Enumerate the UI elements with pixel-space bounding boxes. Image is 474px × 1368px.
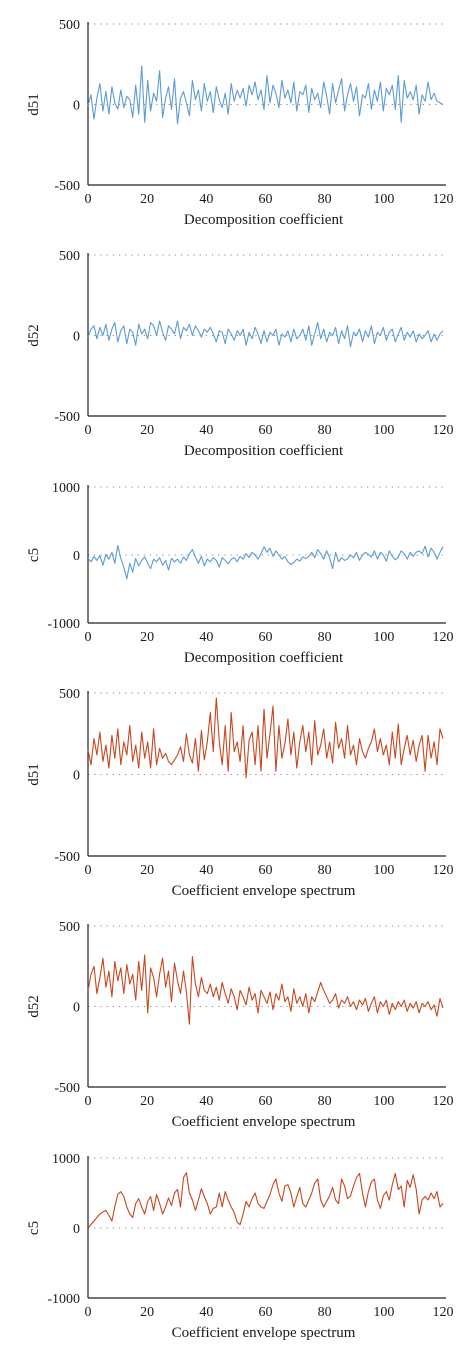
chart-panel-4: -500 0 500 0 20 40 60 80 100 120 d51 Coefficient en… xyxy=(26,687,454,899)
y-tick-label: -500 xyxy=(54,850,80,865)
y-tick-label: 1000 xyxy=(52,1152,80,1167)
y-tick-label: 0 xyxy=(73,769,80,784)
chart-panel-6: -1000 0 1000 0 20 40 60 80 100 120 c5 Coefficient e… xyxy=(26,1152,454,1341)
x-tick-label: 20 xyxy=(140,423,154,438)
x-axis-label: Decomposition coefficient xyxy=(184,650,344,666)
y-axis-label: c5 xyxy=(26,548,42,562)
x-tick-label: 80 xyxy=(318,1094,332,1109)
y-tick-label: 500 xyxy=(59,249,80,264)
x-tick-label: 120 xyxy=(433,630,454,645)
x-tick-label: 80 xyxy=(318,192,332,207)
x-axis-label: Coefficient envelope spectrum xyxy=(172,883,356,899)
x-tick-label: 20 xyxy=(140,192,154,207)
y-tick-label: 1000 xyxy=(52,481,80,496)
x-tick-label: 100 xyxy=(373,863,394,878)
x-tick-label: 20 xyxy=(140,630,154,645)
y-tick-label: 0 xyxy=(73,330,80,345)
x-tick-label: 20 xyxy=(140,1305,154,1320)
x-tick-label: 120 xyxy=(433,192,454,207)
series-line-1 xyxy=(87,320,444,348)
chart-panel-5: -500 0 500 0 20 40 60 80 100 120 d52 Coefficient en… xyxy=(26,920,454,1130)
y-tick-label: -1000 xyxy=(47,617,80,632)
x-tick-label: 0 xyxy=(85,863,92,878)
x-tick-label: 100 xyxy=(373,192,394,207)
x-tick-label: 0 xyxy=(85,192,92,207)
y-tick-label: 0 xyxy=(73,1001,80,1016)
y-axis-label: d51 xyxy=(26,763,42,786)
series-line-1 xyxy=(87,65,444,125)
x-tick-label: 40 xyxy=(199,863,213,878)
x-tick-label: 100 xyxy=(373,630,394,645)
x-tick-label: 60 xyxy=(259,423,273,438)
y-tick-label: 0 xyxy=(73,99,80,114)
x-tick-label: 60 xyxy=(259,1305,273,1320)
x-tick-label: 120 xyxy=(433,423,454,438)
x-axis-label: Coefficient envelope spectrum xyxy=(172,1325,356,1341)
x-tick-label: 60 xyxy=(259,192,273,207)
x-axis-label: Decomposition coefficient xyxy=(184,212,344,228)
x-tick-label: 120 xyxy=(433,863,454,878)
x-tick-label: 40 xyxy=(199,630,213,645)
x-tick-label: 0 xyxy=(85,423,92,438)
x-tick-label: 80 xyxy=(318,863,332,878)
chart-panel-2: -500 0 500 0 20 40 60 80 100 120 d52 Decomposition … xyxy=(26,249,454,459)
y-axis-label: d52 xyxy=(26,324,42,347)
y-tick-label: -500 xyxy=(54,1081,80,1096)
x-tick-label: 60 xyxy=(259,863,273,878)
y-tick-label: 500 xyxy=(59,18,80,33)
series-line-1 xyxy=(87,1172,444,1229)
series-line-1 xyxy=(87,697,444,779)
x-tick-label: 100 xyxy=(373,1094,394,1109)
x-tick-label: 0 xyxy=(85,1305,92,1320)
y-tick-label: -500 xyxy=(54,179,80,194)
y-tick-label: -500 xyxy=(54,410,80,425)
x-tick-label: 0 xyxy=(85,630,92,645)
x-tick-label: 80 xyxy=(318,1305,332,1320)
y-tick-label: 500 xyxy=(59,687,80,702)
x-tick-label: 60 xyxy=(259,1094,273,1109)
x-tick-label: 40 xyxy=(199,1305,213,1320)
x-tick-label: 80 xyxy=(318,630,332,645)
y-tick-label: 500 xyxy=(59,920,80,935)
x-tick-label: 120 xyxy=(433,1305,454,1320)
x-tick-label: 0 xyxy=(85,1094,92,1109)
x-tick-label: 100 xyxy=(373,1305,394,1320)
x-tick-label: 40 xyxy=(199,192,213,207)
x-axis-label: Coefficient envelope spectrum xyxy=(172,1114,356,1130)
chart-panel-1: -500 0 500 0 20 40 60 80 100 120 d51 Decomposition … xyxy=(26,18,454,228)
x-tick-label: 100 xyxy=(373,423,394,438)
series-line-1 xyxy=(87,954,444,1025)
y-tick-label: 0 xyxy=(73,1222,80,1237)
x-tick-label: 40 xyxy=(199,423,213,438)
x-tick-label: 60 xyxy=(259,630,273,645)
x-tick-label: 40 xyxy=(199,1094,213,1109)
x-tick-label: 20 xyxy=(140,863,154,878)
x-tick-label: 80 xyxy=(318,423,332,438)
chart-panel-3: -1000 0 1000 0 20 40 60 80 100 120 c5 Decomposition… xyxy=(26,481,454,666)
x-tick-label: 120 xyxy=(433,1094,454,1109)
series-line-1 xyxy=(87,544,444,580)
y-axis-label: c5 xyxy=(26,1221,42,1235)
y-axis-label: d51 xyxy=(26,93,42,116)
x-axis-label: Decomposition coefficient xyxy=(184,443,344,459)
y-axis-label: d52 xyxy=(26,995,42,1018)
y-tick-label: -1000 xyxy=(47,1292,80,1307)
x-tick-label: 20 xyxy=(140,1094,154,1109)
y-tick-label: 0 xyxy=(73,549,80,564)
